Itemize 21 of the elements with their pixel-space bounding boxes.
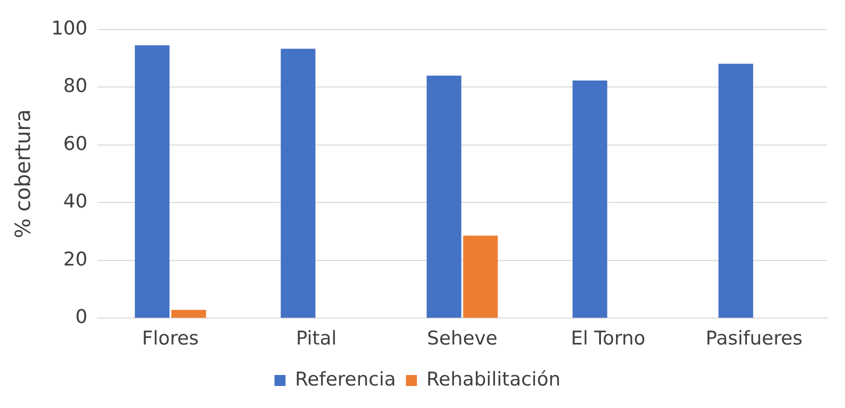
x-tick-label: Pasifueres [706, 328, 802, 350]
bar [280, 48, 316, 318]
x-tick-label: Flores [142, 328, 199, 350]
y-tick-label: 40 [63, 190, 88, 213]
y-tick-label: 100 [51, 17, 88, 40]
bar [463, 236, 498, 318]
legend-label: Rehabilitación [426, 368, 561, 390]
x-tick-label: Pital [296, 328, 337, 350]
bar [171, 310, 206, 318]
y-tick-label: 0 [75, 306, 88, 328]
legend-label: Referencia [294, 368, 396, 390]
y-tick-label: 80 [63, 75, 88, 98]
x-tick-label: Seheve [427, 328, 498, 350]
x-tick-label: El Torno [570, 328, 646, 350]
bar [572, 80, 608, 318]
bar [718, 64, 754, 318]
y-axis-title: % cobertura [11, 109, 36, 238]
bar [426, 76, 462, 318]
y-tick-label: 20 [63, 248, 88, 270]
y-tick-label: 60 [63, 132, 88, 155]
bar [134, 45, 170, 318]
